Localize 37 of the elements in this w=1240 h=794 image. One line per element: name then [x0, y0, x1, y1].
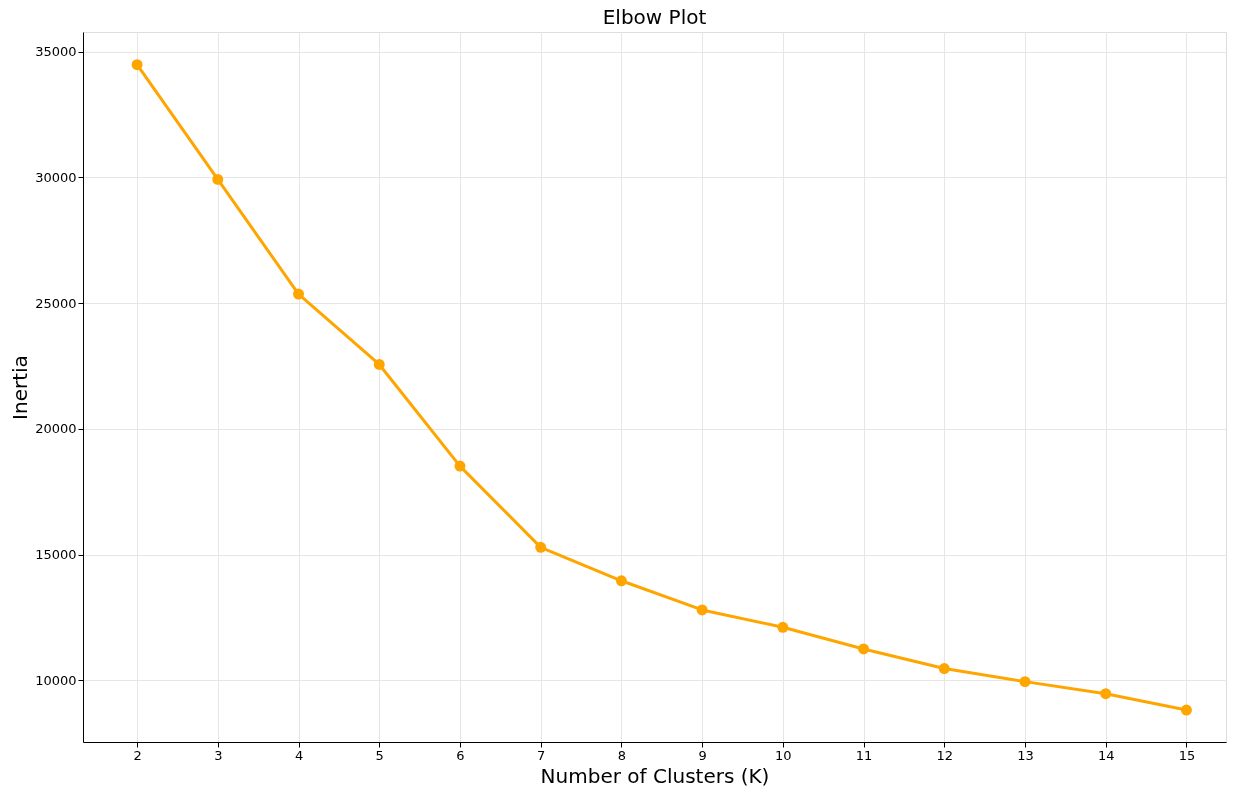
y-tick-label: 20000 [35, 421, 77, 437]
point [1019, 676, 1031, 688]
x-tick-label: 4 [294, 747, 304, 763]
point [212, 173, 224, 185]
x-tick-label: 8 [617, 747, 627, 763]
x-tick-label: 2 [133, 747, 142, 763]
point [131, 59, 143, 71]
point [535, 541, 547, 553]
y-tick-label: 15000 [35, 547, 77, 563]
x-tick-label: 7 [537, 747, 546, 763]
y-tick-label: 10000 [35, 672, 77, 688]
point [938, 663, 950, 675]
x-tick-label: 13 [1017, 747, 1034, 763]
x-tick-label: 14 [1097, 747, 1115, 763]
point [1180, 704, 1192, 716]
x-tick-label: 15 [1178, 747, 1196, 763]
point [373, 359, 385, 370]
x-tick-label: 9 [698, 747, 707, 763]
point [454, 460, 466, 472]
point [777, 621, 789, 633]
y-tick-label: 30000 [35, 169, 77, 185]
x-tick-label: 5 [375, 747, 384, 763]
x-tick-label: 12 [936, 747, 954, 763]
x-tick-label: 11 [855, 747, 873, 763]
x-tick-label: 6 [456, 747, 465, 763]
x-tick-label: 3 [214, 747, 223, 763]
chart-title: Elbow Plot [602, 5, 707, 29]
point [696, 604, 708, 616]
y-tick-label: 25000 [35, 295, 77, 311]
y-axis-title: Inertia [8, 355, 33, 420]
x-tick-label: 10 [775, 747, 792, 763]
y-tick-label: 35000 [35, 44, 77, 60]
point [858, 643, 870, 655]
point [293, 288, 304, 300]
point [615, 575, 627, 587]
x-axis-title: Number of Clusters (K) [540, 763, 770, 788]
point [1100, 688, 1112, 700]
